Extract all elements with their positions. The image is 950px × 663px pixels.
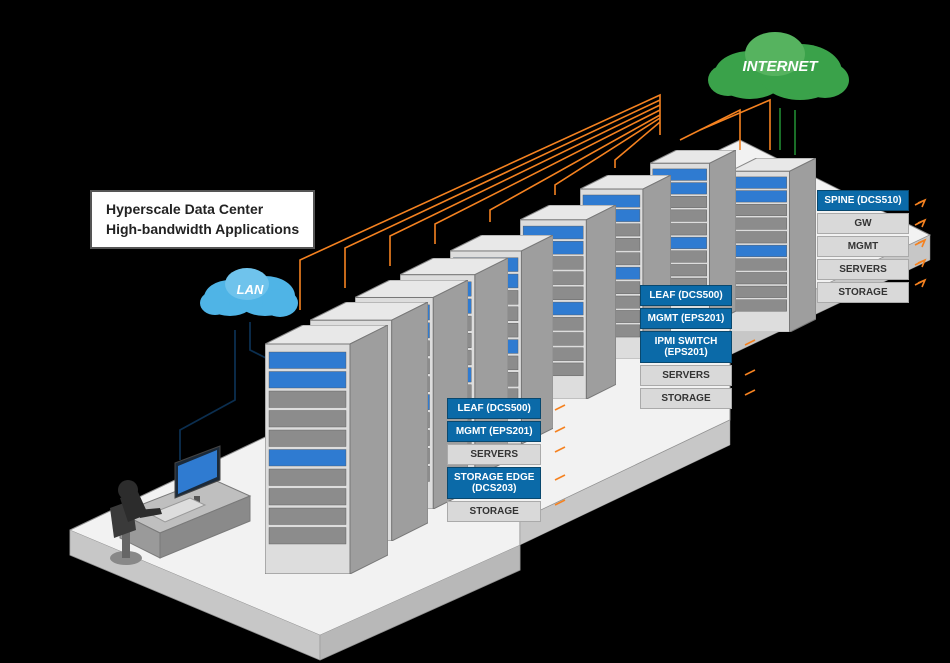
rack-label: STORAGE EDGE(DCS203)	[447, 467, 541, 499]
rack-label: MGMT	[817, 236, 909, 257]
diagram-stage: Hyperscale Data Center High-bandwidth Ap…	[0, 0, 950, 663]
rack-label: STORAGE	[447, 501, 541, 522]
rack-label: IPMI SWITCH(EPS201)	[640, 331, 732, 363]
server-rack	[265, 325, 388, 579]
rack-label: LEAF (DCS500)	[447, 398, 541, 419]
title-line2: High-bandwidth Applications	[106, 221, 299, 237]
rack-label: MGMT (EPS201)	[640, 308, 732, 329]
rack-label-column: LEAF (DCS500)MGMT (EPS201)SERVERSSTORAGE…	[447, 398, 541, 522]
title-box: Hyperscale Data Center High-bandwidth Ap…	[90, 190, 315, 249]
rack-label: SPINE (DCS510)	[817, 190, 909, 211]
rack-label: SERVERS	[640, 365, 732, 386]
lan-cloud-label: LAN	[195, 282, 305, 297]
rack-label: SERVERS	[817, 259, 909, 280]
rack-label: LEAF (DCS500)	[640, 285, 732, 306]
workstation-user	[90, 418, 260, 593]
rack-label: STORAGE	[817, 282, 909, 303]
rack-label: GW	[817, 213, 909, 234]
server-rack	[730, 158, 816, 337]
rack-label: MGMT (EPS201)	[447, 421, 541, 442]
internet-cloud: INTERNET	[700, 20, 860, 112]
lan-cloud: LAN	[195, 258, 305, 324]
title-line1: Hyperscale Data Center	[106, 201, 263, 217]
rack-label-column: SPINE (DCS510)GWMGMTSERVERSSTORAGE	[817, 190, 909, 303]
internet-cloud-label: INTERNET	[700, 58, 860, 75]
rack-label-column: LEAF (DCS500)MGMT (EPS201)IPMI SWITCH(EP…	[640, 285, 732, 409]
rack-label: STORAGE	[640, 388, 732, 409]
rack-label: SERVERS	[447, 444, 541, 465]
